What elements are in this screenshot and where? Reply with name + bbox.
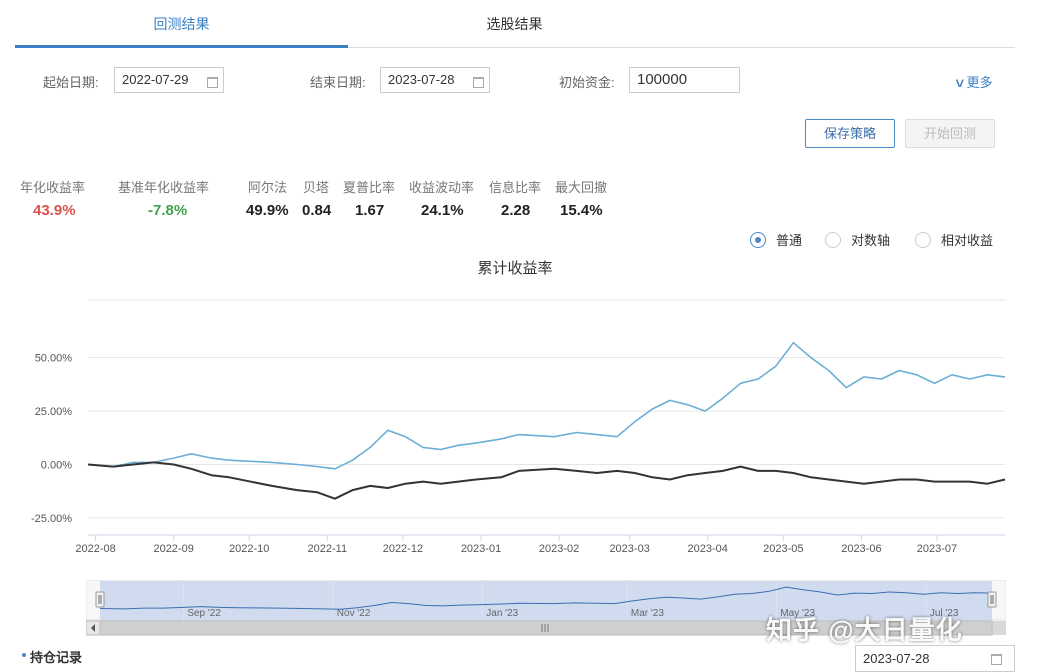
start-date-label: 起始日期:: [43, 75, 99, 90]
y-tick-label: 50.00%: [35, 353, 73, 365]
metric-label: 最大回撤: [555, 180, 608, 195]
x-tick-label: 2022-08: [75, 543, 115, 555]
tab-stock-selection-results[interactable]: 选股结果: [486, 16, 543, 32]
x-tick-label: 2023-05: [763, 543, 803, 555]
calendar-icon[interactable]: [473, 77, 484, 88]
navigator-tick-label: Jul '23: [930, 608, 959, 619]
chevron-down-icon: ∨: [953, 75, 966, 90]
chart-title: 累计收益率: [477, 260, 553, 277]
radio-icon: [825, 231, 841, 248]
x-tick-label: 2023-03: [609, 543, 649, 555]
cumulative-return-chart[interactable]: 50.00% 25.00% 0.00% -25.00% 2022-08 2022-09 20…: [0, 280, 1030, 565]
navigator-series-line: [99, 586, 993, 610]
radio-selected-icon: [750, 231, 766, 248]
metric-value: 0.84: [302, 202, 332, 219]
metric-value: 24.1%: [421, 202, 464, 219]
capital-input[interactable]: 100000: [629, 67, 740, 93]
navigator-tick-label: May '23: [780, 608, 815, 619]
metric-label: 基准年化收益率: [118, 180, 210, 195]
metric-label: 阿尔法: [248, 180, 288, 195]
y-tick-label: 0.00%: [41, 460, 72, 472]
x-tick-label: 2023-07: [917, 543, 957, 555]
holdings-date-value: 2023-07-28: [863, 651, 930, 666]
benchmark-series-line: [87, 461, 1006, 500]
radio-relative-return[interactable]: 相对收益: [915, 230, 993, 249]
metric-value: 43.9%: [33, 202, 76, 219]
result-tabs: 回测结果 选股结果: [15, 0, 1015, 48]
radio-label: 相对收益: [941, 233, 994, 248]
holdings-date-input[interactable]: 2023-07-28: [855, 645, 1015, 672]
strategy-series-line: [87, 341, 1006, 470]
x-tick-label: 2023-02: [539, 543, 579, 555]
tab-backtest-results[interactable]: 回测结果: [15, 0, 348, 48]
x-tick-label: 2022-11: [308, 543, 348, 555]
navigator-handle: [95, 591, 105, 608]
start-date-input[interactable]: 2022-07-29: [114, 67, 224, 93]
y-tick-label: -25.00%: [31, 513, 72, 525]
metric-label: 收益波动率: [409, 180, 475, 195]
navigator-handle: [987, 591, 997, 608]
end-date-label: 结束日期:: [310, 75, 366, 90]
navigator-selected-range: [100, 581, 992, 620]
more-options-toggle[interactable]: ∨更多: [953, 72, 993, 91]
metric-label: 贝塔: [303, 180, 330, 195]
y-tick-label: 25.00%: [35, 406, 73, 418]
x-tick-label: 2022-10: [229, 543, 269, 555]
radio-normal[interactable]: 普通: [750, 230, 802, 249]
end-date-value: 2023-07-28: [388, 72, 455, 87]
radio-icon: [915, 231, 931, 248]
metric-value: 1.67: [355, 202, 385, 219]
radio-label: 普通: [776, 233, 803, 248]
navigator-tick-label: Nov '22: [337, 608, 371, 619]
metric-value: 2.28: [501, 202, 531, 219]
save-strategy-button[interactable]: 保存策略: [805, 119, 895, 148]
end-date-input[interactable]: 2023-07-28: [380, 67, 490, 93]
start-backtest-button[interactable]: 开始回测: [905, 119, 995, 148]
calendar-icon[interactable]: [207, 77, 218, 88]
radio-log-axis[interactable]: 对数轴: [825, 230, 890, 249]
watermark: 知乎 @大日量化: [766, 615, 963, 645]
metric-label: 夏普比率: [343, 180, 396, 195]
x-tick-label: 2022-12: [383, 543, 423, 555]
x-tick-label: 2023-04: [688, 543, 728, 555]
navigator-tick-label: Sep '22: [187, 608, 221, 619]
metric-value: 49.9%: [246, 202, 289, 219]
metric-label: 信息比率: [489, 180, 542, 195]
holdings-section-title: 持仓记录: [21, 647, 82, 666]
calendar-icon[interactable]: [991, 654, 1002, 665]
time-navigator[interactable]: Sep '22 Nov '22 Jan '23 Mar '23 May '23 Jul '…: [86, 580, 1006, 636]
navigator-tick-label: Mar '23: [631, 608, 664, 619]
radio-label: 对数轴: [851, 233, 891, 248]
arrow-left-icon: [91, 624, 95, 632]
x-tick-label: 2023-06: [841, 543, 881, 555]
x-tick-label: 2023-01: [461, 543, 501, 555]
metric-label: 年化收益率: [20, 180, 86, 195]
metric-value: 15.4%: [560, 202, 603, 219]
start-date-value: 2022-07-29: [122, 72, 189, 87]
x-tick-label: 2022-09: [153, 543, 193, 555]
more-label: 更多: [966, 75, 993, 90]
metric-value: -7.8%: [148, 202, 188, 219]
navigator-tick-label: Jan '23: [486, 608, 518, 619]
capital-label: 初始资金:: [559, 75, 615, 90]
